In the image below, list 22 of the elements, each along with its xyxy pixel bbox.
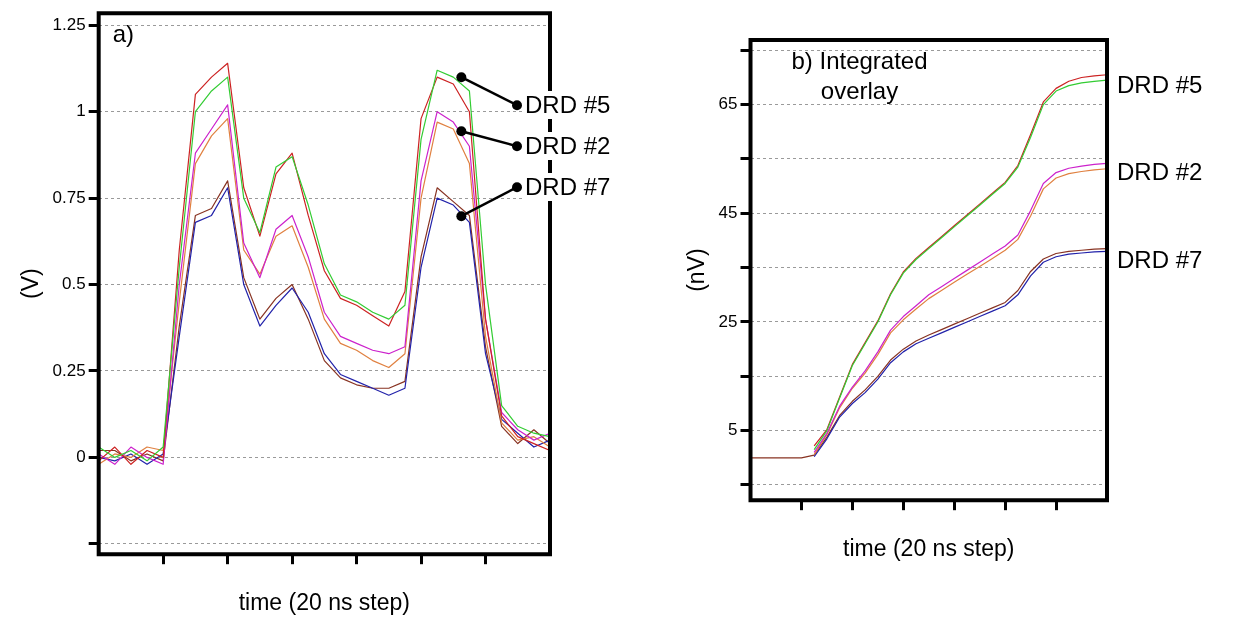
- text: DRD #7: [1117, 246, 1203, 274]
- y-tick-label: 1: [76, 101, 86, 121]
- annotation: a): [112, 19, 135, 50]
- text: DRD #5: [1117, 71, 1203, 99]
- annotation: DRD #5: [525, 91, 615, 120]
- y-axis-title: (V): [17, 268, 44, 300]
- y-axis-title: (nV): [683, 248, 710, 292]
- annotation: DRD #7: [525, 173, 615, 202]
- annotation: b) Integrated overlay: [790, 46, 929, 106]
- y-tick-label: 65: [718, 94, 738, 114]
- y-tick-label: 0.25: [52, 360, 86, 380]
- text: DRD #2: [1117, 158, 1203, 186]
- y-tick-label: 25: [718, 311, 738, 331]
- x-axis-title: time (20 ns step): [238, 588, 410, 615]
- annotation: DRD #2: [525, 132, 615, 161]
- y-tick-label: 0.75: [52, 187, 86, 207]
- y-tick-label: 1.25: [52, 14, 86, 34]
- y-tick-label: 0: [76, 447, 86, 467]
- y-tick-label: 5: [728, 420, 738, 440]
- x-axis-title: time (20 ns step): [843, 534, 1015, 561]
- y-tick-label: 45: [718, 203, 738, 223]
- y-tick-label: 0.5: [62, 274, 86, 294]
